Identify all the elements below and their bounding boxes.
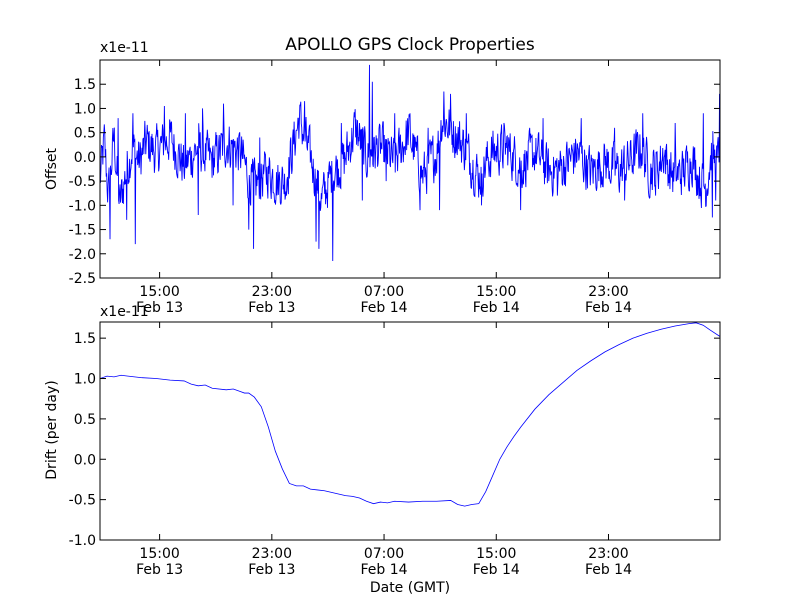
offset-y-tick-label: 1.5 — [74, 77, 96, 93]
drift-series-line-0 — [100, 322, 720, 507]
offset-x-tick-date: Feb 14 — [361, 300, 408, 316]
drift-x-tick-time: 23:00 — [252, 546, 292, 562]
drift-y-multiplier: x1e-11 — [100, 304, 149, 320]
offset-x-tick-date: Feb 13 — [248, 300, 295, 316]
offset-chart: x1e-11 Offset -2.5 -2.0 -1.5 -1.0 -0.5 0.0 0.5… — [44, 40, 721, 316]
drift-chart: x1e-11 Drift (per day) Date (GMT) -1.0 -0… — [44, 304, 721, 596]
offset-series-line-0 — [100, 64, 720, 262]
offset-x-tick-date: Feb 14 — [585, 300, 632, 316]
drift-x-tick-time: 15:00 — [476, 546, 516, 562]
offset-x-tick-time: 15:00 — [476, 284, 516, 300]
drift-y-tick-label: 1.5 — [74, 331, 96, 347]
offset-y-tick-label: 1.0 — [74, 101, 96, 117]
drift-y-tick-label: 1.0 — [74, 372, 96, 388]
offset-y-tick-label: -2.5 — [69, 271, 96, 287]
drift-y-tick-label: 0.0 — [74, 452, 96, 468]
drift-x-tick-time: 15:00 — [139, 546, 179, 562]
offset-y-multiplier: x1e-11 — [100, 40, 149, 56]
offset-x-tick-time: 07:00 — [364, 284, 404, 300]
drift-x-tick-date: Feb 14 — [473, 562, 520, 578]
offset-y-tick-label: -0.5 — [69, 174, 96, 190]
drift-x-tick-time: 23:00 — [588, 546, 628, 562]
drift-x-tick-date: Feb 14 — [585, 562, 632, 578]
offset-x-tick-date: Feb 13 — [136, 300, 183, 316]
drift-x-tick-date: Feb 14 — [361, 562, 408, 578]
drift-y-axis-label: Drift (per day) — [44, 380, 60, 479]
offset-x-tick-date: Feb 14 — [473, 300, 520, 316]
offset-y-axis-label: Offset — [44, 147, 60, 190]
offset-plot-area: -2.5-2.0-1.5-1.0-0.50.00.51.01.515:00Feb… — [69, 59, 721, 316]
drift-y-tick-label: 0.5 — [74, 412, 96, 428]
drift-x-tick-time: 07:00 — [364, 546, 404, 562]
offset-y-tick-label: 0.0 — [74, 150, 96, 166]
offset-y-tick-label: 0.5 — [74, 126, 96, 142]
drift-y-tick-label: -0.5 — [69, 493, 96, 509]
offset-y-tick-label: -1.5 — [69, 223, 96, 239]
drift-plot-frame — [99, 321, 721, 541]
offset-x-tick-time: 23:00 — [252, 284, 292, 300]
offset-plot-frame — [99, 59, 721, 279]
figure-title: APOLLO GPS Clock Properties — [285, 35, 535, 55]
offset-y-tick-label: -1.0 — [69, 198, 96, 214]
offset-y-tick-label: -2.0 — [69, 247, 96, 263]
drift-y-tick-label: -1.0 — [69, 533, 96, 549]
drift-x-tick-date: Feb 13 — [136, 562, 183, 578]
drift-x-tick-date: Feb 13 — [248, 562, 295, 578]
offset-x-tick-time: 15:00 — [139, 284, 179, 300]
offset-x-tick-time: 23:00 — [588, 284, 628, 300]
x-axis-label: Date (GMT) — [370, 580, 450, 596]
